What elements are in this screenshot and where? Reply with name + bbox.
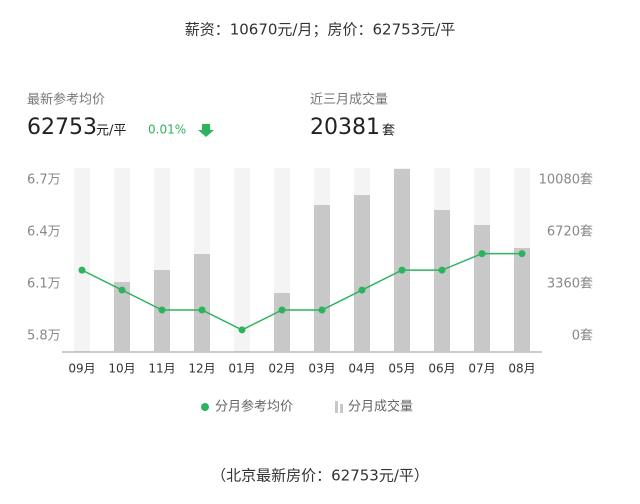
x-tick-label: 04月 — [348, 362, 375, 376]
volume-unit: 套 — [382, 123, 395, 139]
bar — [354, 194, 370, 352]
x-tick-label: 12月 — [188, 362, 215, 376]
line-point — [358, 286, 366, 294]
x-tick-label: 08月 — [508, 362, 535, 376]
header-title: 薪资：10670元/月；房价：62753元/平 — [185, 21, 456, 39]
volume-value: 20381 — [310, 115, 380, 140]
y2-tick-label: 10080套 — [539, 171, 593, 187]
bar — [434, 209, 450, 352]
line-point — [278, 306, 286, 314]
y-tick-label: 5.8万 — [27, 329, 61, 344]
caption: （北京最新房价：62753元/平） — [211, 467, 429, 485]
bar — [114, 281, 130, 352]
line — [81, 252, 522, 331]
y2-tick-label: 3360套 — [547, 275, 593, 291]
legend-label: 分月参考均价 — [215, 399, 293, 415]
x-tick-label: 11月 — [148, 362, 175, 376]
line-point — [118, 286, 126, 294]
line-point — [238, 326, 246, 334]
bar — [514, 247, 530, 352]
y2-tick-label: 0套 — [572, 327, 593, 343]
line-point — [318, 306, 326, 314]
line-point — [198, 306, 206, 314]
legend-swatch — [340, 404, 343, 413]
line-point — [438, 266, 446, 274]
legend-swatch — [201, 403, 209, 411]
line-point — [158, 306, 166, 314]
y-tick-label: 6.4万 — [27, 224, 61, 239]
line-point — [478, 250, 486, 258]
column-bg — [74, 168, 90, 352]
legend-label: 分月成交量 — [348, 399, 413, 415]
price-label: 最新参考均价 — [27, 92, 105, 108]
volume-label: 近三月成交量 — [310, 92, 388, 108]
y-tick-label: 6.1万 — [27, 276, 61, 291]
bar — [314, 204, 330, 352]
column-bg — [234, 168, 250, 352]
x-tick-label: 09月 — [68, 362, 95, 376]
line-point — [398, 266, 406, 274]
bar — [474, 224, 490, 352]
x-tick-label: 01月 — [228, 362, 255, 376]
price-change: 0.01% — [148, 123, 186, 137]
x-tick-label: 05月 — [388, 362, 415, 376]
y2-tick-label: 6720套 — [547, 223, 593, 239]
bar — [194, 254, 210, 352]
down-arrow — [198, 124, 214, 137]
bar — [394, 169, 410, 352]
line-point — [518, 250, 526, 258]
x-tick-label: 10月 — [108, 362, 135, 376]
bar — [274, 293, 290, 352]
x-tick-label: 02月 — [268, 362, 295, 376]
line-point — [78, 266, 86, 274]
y-tick-label: 6.7万 — [27, 172, 61, 187]
x-tick-label: 03月 — [308, 362, 335, 376]
legend-swatch — [335, 401, 338, 413]
price-value: 62753 — [27, 115, 97, 140]
x-tick-label: 06月 — [428, 362, 455, 376]
x-tick-label: 07月 — [468, 362, 495, 376]
price-unit: 元/平 — [96, 124, 126, 139]
